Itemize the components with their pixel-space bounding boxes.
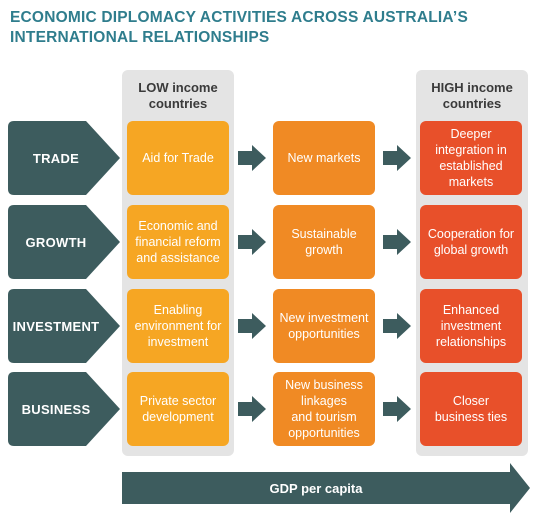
row-label-text: GROWTH <box>25 234 87 250</box>
chevron-shape <box>8 205 120 279</box>
investment-mid-box: New investment opportunities <box>273 289 375 363</box>
row-label-text: INVESTMENT <box>12 318 100 334</box>
long-right-arrow-icon <box>122 463 530 513</box>
row-label-investment: INVESTMENT <box>8 289 120 363</box>
right-arrow-icon <box>383 313 411 339</box>
right-arrow-icon <box>383 396 411 422</box>
investment-high-box: Enhanced investment relationships <box>420 289 522 363</box>
right-arrow-icon <box>383 229 411 255</box>
trade-high-box: Deeper integration in established market… <box>420 121 522 195</box>
gdp-per-capita-arrow: GDP per capita <box>122 463 530 513</box>
row-label-trade: TRADE <box>8 121 120 195</box>
chevron-shape <box>8 372 120 446</box>
row-label-business: BUSINESS <box>8 372 120 446</box>
chevron-shape <box>8 121 120 195</box>
business-high-box: Closer business ties <box>420 372 522 446</box>
trade-low-box: Aid for Trade <box>127 121 229 195</box>
business-mid-box: New business linkages and tourism opport… <box>273 372 375 446</box>
right-arrow-icon <box>383 145 411 171</box>
growth-mid-box: Sustainable growth <box>273 205 375 279</box>
trade-mid-box: New markets <box>273 121 375 195</box>
row-label-growth: GROWTH <box>8 205 120 279</box>
right-arrow-icon <box>238 145 266 171</box>
diagram-title: ECONOMIC DIPLOMACY ACTIVITIES ACROSS AUS… <box>10 9 468 46</box>
growth-low-box: Economic and financial reform and assist… <box>127 205 229 279</box>
right-arrow-icon <box>238 313 266 339</box>
growth-high-box: Cooperation for global growth <box>420 205 522 279</box>
chevron-shape <box>8 289 120 363</box>
right-arrow-icon <box>238 396 266 422</box>
investment-low-box: Enabling environment for investment <box>127 289 229 363</box>
gdp-axis-label: GDP per capita <box>269 480 363 496</box>
low-income-header: LOW income countries <box>138 80 218 111</box>
high-income-header: HIGH income countries <box>431 80 513 111</box>
row-label-text: BUSINESS <box>21 401 91 417</box>
business-low-box: Private sector development <box>127 372 229 446</box>
right-arrow-icon <box>238 229 266 255</box>
row-label-text: TRADE <box>32 150 80 166</box>
